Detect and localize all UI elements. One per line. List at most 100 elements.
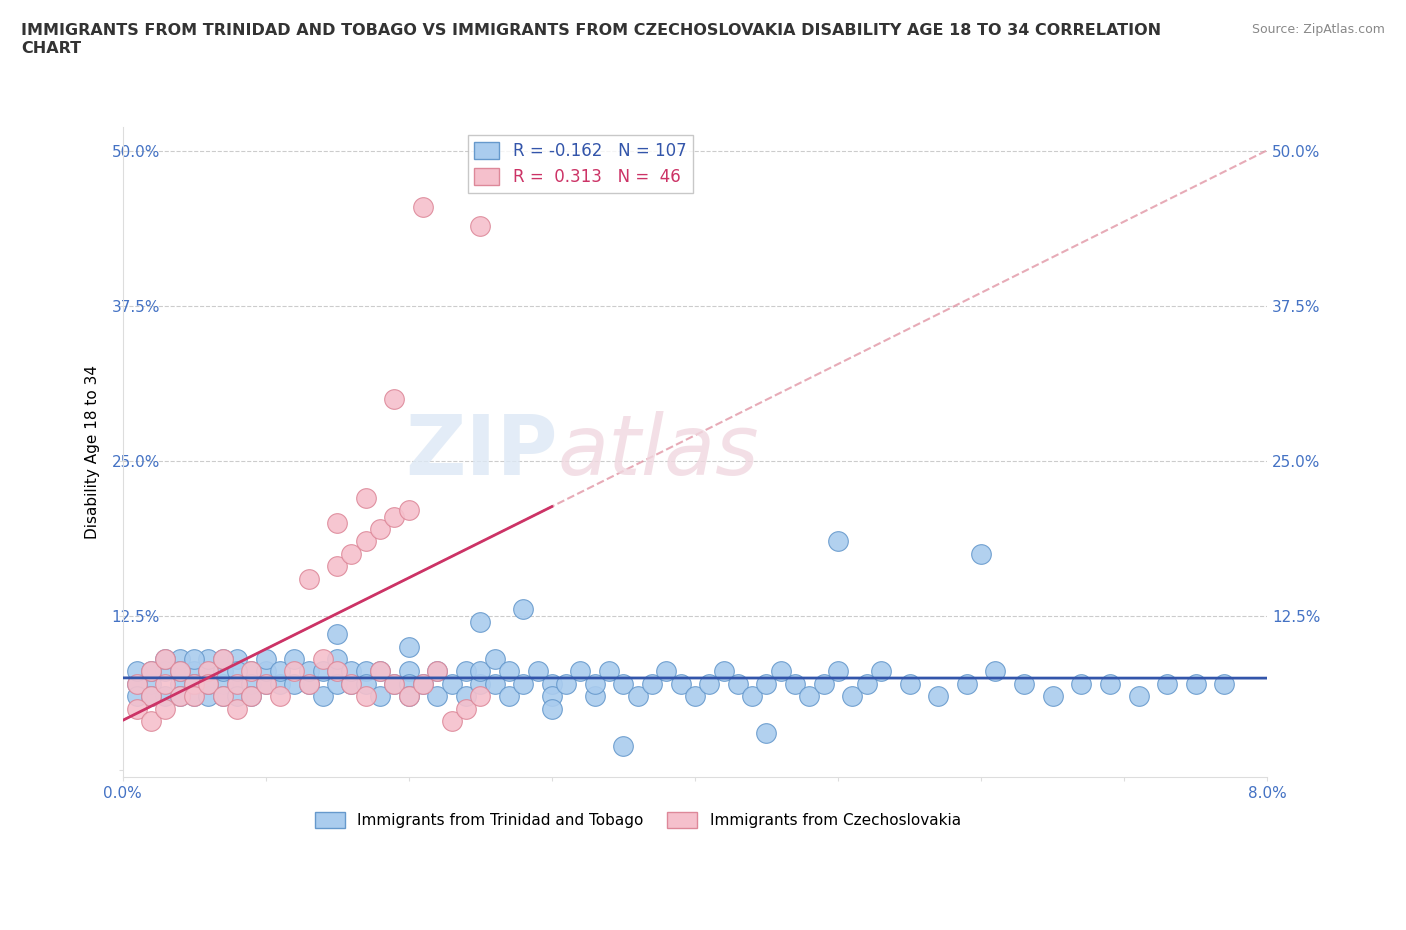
Point: [183, 676, 205, 691]
Point: [440, 713, 463, 728]
Point: [283, 664, 305, 679]
Point: [169, 689, 191, 704]
Point: [340, 664, 363, 679]
Point: [683, 689, 706, 704]
Point: [326, 652, 349, 667]
Point: [240, 689, 263, 704]
Point: [226, 701, 249, 716]
Point: [125, 689, 148, 704]
Point: [183, 689, 205, 704]
Point: [1156, 676, 1178, 691]
Point: [269, 664, 291, 679]
Point: [569, 664, 592, 679]
Point: [426, 664, 449, 679]
Point: [583, 689, 606, 704]
Point: [139, 689, 162, 704]
Point: [540, 701, 562, 716]
Point: [713, 664, 735, 679]
Point: [470, 219, 492, 233]
Point: [354, 491, 377, 506]
Point: [169, 652, 191, 667]
Point: [269, 676, 291, 691]
Point: [398, 676, 420, 691]
Point: [326, 515, 349, 530]
Text: ZIP: ZIP: [405, 411, 558, 492]
Point: [354, 676, 377, 691]
Point: [139, 713, 162, 728]
Point: [470, 676, 492, 691]
Point: [211, 689, 233, 704]
Point: [540, 676, 562, 691]
Point: [454, 689, 477, 704]
Point: [412, 676, 434, 691]
Point: [368, 664, 391, 679]
Point: [755, 725, 778, 740]
Point: [312, 664, 335, 679]
Point: [211, 689, 233, 704]
Point: [197, 652, 219, 667]
Point: [669, 676, 692, 691]
Point: [785, 676, 807, 691]
Point: [384, 392, 406, 406]
Point: [340, 676, 363, 691]
Point: [125, 701, 148, 716]
Point: [197, 676, 219, 691]
Point: [1184, 676, 1206, 691]
Point: [655, 664, 678, 679]
Point: [240, 676, 263, 691]
Point: [197, 664, 219, 679]
Point: [827, 664, 849, 679]
Point: [297, 676, 319, 691]
Point: [211, 676, 233, 691]
Point: [1042, 689, 1064, 704]
Point: [1128, 689, 1150, 704]
Point: [512, 676, 534, 691]
Point: [540, 689, 562, 704]
Point: [526, 664, 548, 679]
Point: [155, 689, 177, 704]
Point: [368, 522, 391, 537]
Point: [1213, 676, 1236, 691]
Point: [741, 689, 763, 704]
Point: [297, 676, 319, 691]
Point: [813, 676, 835, 691]
Point: [641, 676, 664, 691]
Point: [398, 689, 420, 704]
Point: [139, 676, 162, 691]
Point: [240, 664, 263, 679]
Point: [470, 664, 492, 679]
Point: [326, 664, 349, 679]
Point: [583, 676, 606, 691]
Point: [970, 546, 993, 561]
Point: [697, 676, 720, 691]
Point: [340, 676, 363, 691]
Point: [627, 689, 650, 704]
Point: [211, 652, 233, 667]
Point: [254, 652, 277, 667]
Y-axis label: Disability Age 18 to 34: Disability Age 18 to 34: [86, 365, 100, 538]
Point: [368, 689, 391, 704]
Point: [326, 627, 349, 642]
Point: [139, 664, 162, 679]
Point: [139, 664, 162, 679]
Point: [398, 503, 420, 518]
Point: [354, 534, 377, 549]
Point: [855, 676, 877, 691]
Point: [326, 664, 349, 679]
Point: [384, 510, 406, 525]
Point: [197, 676, 219, 691]
Point: [799, 689, 821, 704]
Point: [827, 534, 849, 549]
Point: [555, 676, 578, 691]
Point: [927, 689, 949, 704]
Point: [426, 689, 449, 704]
Point: [326, 676, 349, 691]
Point: [226, 676, 249, 691]
Point: [384, 676, 406, 691]
Point: [283, 652, 305, 667]
Point: [498, 689, 520, 704]
Point: [155, 652, 177, 667]
Point: [155, 701, 177, 716]
Point: [155, 676, 177, 691]
Point: [398, 639, 420, 654]
